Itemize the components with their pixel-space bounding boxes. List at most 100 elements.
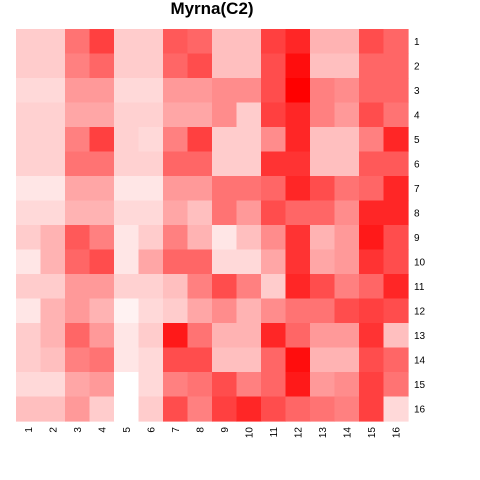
heatmap-cell <box>163 298 189 324</box>
heatmap-cell <box>359 347 385 373</box>
heatmap-cell <box>285 396 311 422</box>
heatmap-cell <box>310 298 336 324</box>
column-tick-label: 1 <box>24 427 35 433</box>
heatmap-cell <box>334 151 360 177</box>
heatmap-cell <box>236 298 262 324</box>
heatmap-cell <box>138 347 164 373</box>
heatmap-cell <box>89 274 115 300</box>
heatmap-cell <box>114 372 140 398</box>
heatmap-cell <box>359 249 385 275</box>
heatmap-cell <box>114 298 140 324</box>
heatmap-cell <box>114 127 140 153</box>
heatmap-cell <box>138 78 164 104</box>
heatmap-cell <box>334 102 360 128</box>
heatmap-cell <box>212 200 238 226</box>
heatmap-cell <box>310 274 336 300</box>
heatmap-cell <box>40 53 66 79</box>
heatmap-cell <box>138 396 164 422</box>
heatmap-cell <box>261 249 287 275</box>
heatmap-cell <box>383 347 409 373</box>
heatmap-cell <box>114 176 140 202</box>
heatmap-cell <box>212 323 238 349</box>
heatmap-cell <box>310 151 336 177</box>
heatmap-cell <box>310 249 336 275</box>
heatmap-cell <box>383 225 409 251</box>
heatmap-cell <box>163 396 189 422</box>
column-tick-label: 11 <box>269 427 280 438</box>
heatmap-cell <box>89 102 115 128</box>
heatmap-cell <box>187 225 213 251</box>
heatmap-cell <box>114 274 140 300</box>
heatmap-cell <box>359 372 385 398</box>
row-tick-label: 1 <box>414 37 420 48</box>
heatmap-cell <box>89 53 115 79</box>
heatmap-cell <box>334 298 360 324</box>
heatmap-cell <box>138 323 164 349</box>
heatmap-cell <box>16 372 42 398</box>
heatmap-cell <box>114 151 140 177</box>
heatmap-cell <box>261 323 287 349</box>
heatmap-cell <box>16 102 42 128</box>
heatmap-cells <box>16 29 409 422</box>
heatmap-cell <box>383 176 409 202</box>
heatmap-cell <box>285 200 311 226</box>
heatmap-cell <box>16 200 42 226</box>
heatmap-cell <box>40 176 66 202</box>
heatmap-cell <box>114 53 140 79</box>
heatmap-cell <box>236 78 262 104</box>
heatmap-cell <box>261 78 287 104</box>
heatmap-cell <box>383 274 409 300</box>
heatmap-cell <box>16 225 42 251</box>
heatmap-cell <box>310 372 336 398</box>
row-tick-label: 10 <box>414 257 426 268</box>
heatmap-cell <box>163 102 189 128</box>
heatmap-cell <box>212 249 238 275</box>
heatmap-cell <box>187 151 213 177</box>
row-tick-label: 15 <box>414 380 426 391</box>
heatmap-cell <box>285 372 311 398</box>
heatmap-cell <box>163 176 189 202</box>
heatmap-cell <box>40 323 66 349</box>
heatmap-cell <box>261 151 287 177</box>
heatmap-cell <box>138 274 164 300</box>
heatmap-cell <box>212 53 238 79</box>
column-tick-label: 5 <box>122 427 133 433</box>
heatmap-cell <box>138 298 164 324</box>
heatmap-cell <box>310 127 336 153</box>
heatmap-cell <box>65 396 91 422</box>
heatmap-cell <box>40 151 66 177</box>
heatmap-cell <box>16 127 42 153</box>
heatmap-cell <box>187 78 213 104</box>
heatmap-cell <box>163 323 189 349</box>
heatmap-cell <box>40 127 66 153</box>
heatmap-cell <box>16 396 42 422</box>
heatmap-cell <box>261 127 287 153</box>
heatmap-cell <box>187 372 213 398</box>
heatmap-cell <box>89 225 115 251</box>
heatmap-cell <box>261 274 287 300</box>
heatmap-cell <box>89 176 115 202</box>
heatmap-cell <box>310 53 336 79</box>
heatmap-cell <box>212 176 238 202</box>
heatmap-cell <box>16 298 42 324</box>
row-tick-label: 5 <box>414 135 420 146</box>
heatmap-cell <box>163 225 189 251</box>
row-tick-label: 7 <box>414 184 420 195</box>
heatmap-cell <box>383 53 409 79</box>
heatmap-cell <box>163 200 189 226</box>
heatmap-cell <box>359 29 385 55</box>
heatmap-cell <box>334 127 360 153</box>
heatmap-cell <box>187 274 213 300</box>
heatmap-cell <box>285 323 311 349</box>
heatmap-cell <box>334 53 360 79</box>
heatmap-cell <box>138 29 164 55</box>
heatmap-cell <box>163 78 189 104</box>
heatmap-cell <box>138 102 164 128</box>
column-tick-label: 13 <box>318 427 329 439</box>
heatmap-cell <box>359 396 385 422</box>
heatmap-cell <box>285 347 311 373</box>
heatmap-cell <box>138 176 164 202</box>
column-tick-label: 3 <box>73 427 84 433</box>
heatmap-cell <box>114 78 140 104</box>
heatmap-cell <box>261 176 287 202</box>
